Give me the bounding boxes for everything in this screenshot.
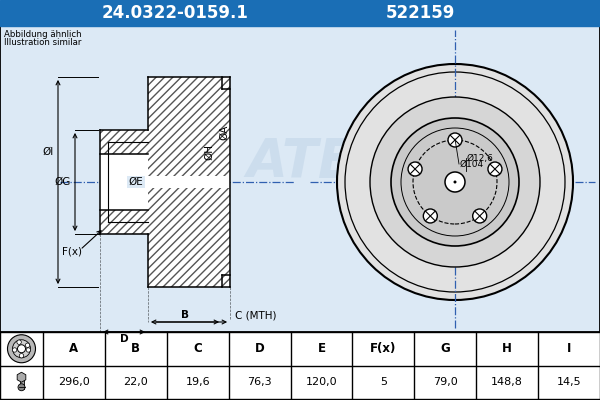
Bar bbox=[148, 176, 230, 188]
Text: 76,3: 76,3 bbox=[247, 377, 272, 387]
Circle shape bbox=[25, 343, 30, 348]
Text: 120,0: 120,0 bbox=[305, 377, 337, 387]
Circle shape bbox=[18, 384, 25, 391]
Bar bbox=[100, 154, 148, 210]
Text: D: D bbox=[255, 342, 265, 355]
Circle shape bbox=[391, 118, 519, 246]
Circle shape bbox=[445, 172, 465, 192]
Circle shape bbox=[424, 209, 437, 223]
Text: 79,0: 79,0 bbox=[433, 377, 458, 387]
Bar bbox=[100, 188, 148, 234]
Text: ØE: ØE bbox=[128, 177, 143, 187]
Circle shape bbox=[337, 64, 573, 300]
Text: E: E bbox=[317, 342, 325, 355]
Bar bbox=[0, 0, 600, 26]
Circle shape bbox=[7, 335, 35, 363]
Text: B: B bbox=[131, 342, 140, 355]
Text: 14,5: 14,5 bbox=[557, 377, 581, 387]
Circle shape bbox=[473, 209, 487, 223]
Bar bbox=[0, 26, 600, 332]
Text: G: G bbox=[440, 342, 450, 355]
Text: 24.0322-0159.1: 24.0322-0159.1 bbox=[101, 4, 248, 22]
Circle shape bbox=[19, 354, 24, 358]
Circle shape bbox=[454, 180, 457, 184]
Bar bbox=[148, 77, 230, 176]
Text: F(x): F(x) bbox=[62, 247, 82, 257]
Text: Illustration similar: Illustration similar bbox=[4, 38, 82, 47]
Text: 296,0: 296,0 bbox=[58, 377, 90, 387]
Text: H: H bbox=[502, 342, 512, 355]
Text: A: A bbox=[70, 342, 79, 355]
Circle shape bbox=[13, 340, 31, 358]
Text: Ø104: Ø104 bbox=[460, 160, 484, 168]
Text: F(x): F(x) bbox=[370, 342, 397, 355]
Bar bbox=[100, 130, 148, 176]
Circle shape bbox=[345, 72, 565, 292]
Text: ATE: ATE bbox=[246, 136, 354, 188]
Text: B: B bbox=[181, 310, 189, 320]
Text: 148,8: 148,8 bbox=[491, 377, 523, 387]
Text: I: I bbox=[567, 342, 571, 355]
Text: D: D bbox=[119, 334, 128, 344]
Text: ØA: ØA bbox=[219, 124, 229, 140]
Text: Abbildung ähnlich: Abbildung ähnlich bbox=[4, 30, 82, 39]
Text: ØG: ØG bbox=[55, 177, 71, 187]
Circle shape bbox=[17, 345, 25, 353]
Circle shape bbox=[448, 133, 462, 147]
Circle shape bbox=[13, 348, 17, 352]
Circle shape bbox=[408, 162, 422, 176]
Text: ØH: ØH bbox=[204, 144, 214, 160]
Bar bbox=[148, 188, 230, 287]
Polygon shape bbox=[17, 372, 26, 382]
Text: Ø12,6: Ø12,6 bbox=[467, 154, 494, 162]
Text: 19,6: 19,6 bbox=[185, 377, 210, 387]
Circle shape bbox=[488, 162, 502, 176]
Text: C (MTH): C (MTH) bbox=[235, 310, 277, 320]
Circle shape bbox=[401, 128, 509, 236]
Text: 22,0: 22,0 bbox=[124, 377, 148, 387]
Text: 5: 5 bbox=[380, 377, 387, 387]
Text: C: C bbox=[193, 342, 202, 355]
Text: ØI: ØI bbox=[43, 147, 54, 157]
Circle shape bbox=[370, 97, 540, 267]
Bar bbox=[19, 378, 23, 389]
Bar bbox=[0, 332, 600, 399]
Circle shape bbox=[26, 348, 31, 352]
Text: 522159: 522159 bbox=[385, 4, 455, 22]
Circle shape bbox=[17, 340, 22, 344]
